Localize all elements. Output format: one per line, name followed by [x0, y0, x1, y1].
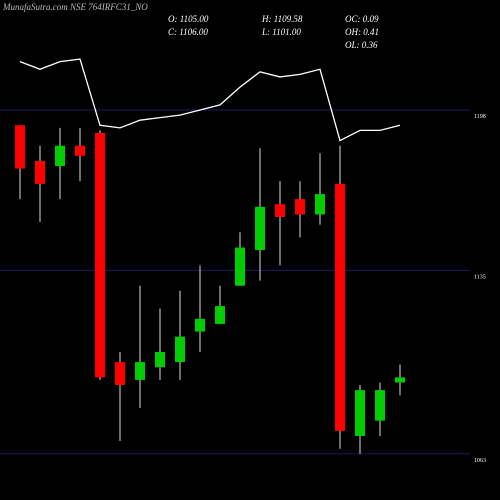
ohlc-info: OC: 0.09	[345, 14, 379, 24]
candle-body	[75, 145, 85, 156]
candle-body	[135, 362, 145, 380]
candle-body	[375, 390, 385, 421]
candle-body	[255, 206, 265, 251]
candle-body	[15, 125, 25, 169]
candle-body	[115, 362, 125, 386]
candle-body	[395, 377, 405, 383]
candle-body	[295, 199, 305, 215]
candle-body	[275, 204, 285, 217]
candle-body	[155, 351, 165, 368]
ohlc-info: OH: 0.41	[345, 27, 379, 37]
ohlc-info: OL: 0.36	[345, 40, 378, 50]
candle-body	[215, 306, 225, 324]
candle-body	[315, 194, 325, 215]
chart-title: MunafaSutra.com NSE 764IRFC31_NO	[2, 2, 148, 12]
candle-body	[235, 247, 245, 286]
candle-body	[95, 132, 105, 378]
ohlc-info: C: 1106.00	[168, 27, 208, 37]
y-tick-label: 1198	[474, 114, 486, 120]
indicator-line	[19, 58, 401, 142]
candle-body	[355, 390, 365, 436]
y-tick-label: 1135	[474, 274, 486, 280]
y-tick-label: 1063	[474, 458, 486, 464]
candle-body	[175, 336, 185, 363]
candle-body	[35, 160, 45, 184]
ohlc-info: L: 1101.00	[261, 27, 301, 37]
ohlc-info: H: 1109.58	[261, 14, 303, 24]
candle-body	[55, 145, 65, 167]
candle-body	[195, 318, 205, 332]
candle-body	[335, 183, 345, 431]
ohlc-info: O: 1105.00	[168, 14, 209, 24]
